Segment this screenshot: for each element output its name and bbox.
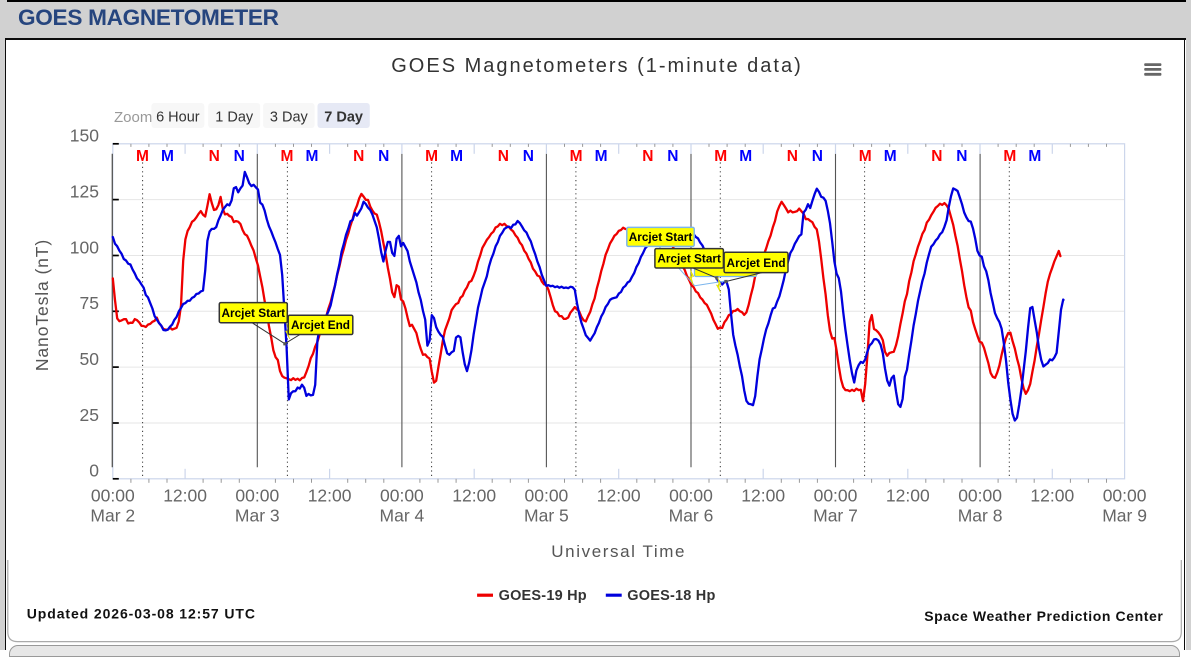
svg-text:3 Day: 3 Day (270, 110, 309, 126)
svg-text:M: M (595, 148, 608, 165)
svg-text:00:00: 00:00 (669, 486, 713, 506)
svg-text:00:00: 00:00 (814, 486, 858, 506)
svg-text:N: N (353, 148, 364, 165)
svg-text:N: N (931, 148, 942, 165)
svg-text:Mar 9: Mar 9 (1102, 506, 1147, 526)
svg-text:N: N (234, 148, 245, 165)
svg-text:N: N (209, 148, 220, 165)
svg-text:00:00: 00:00 (958, 486, 1002, 506)
svg-text:1 Day: 1 Day (215, 110, 254, 126)
svg-text:50: 50 (80, 349, 100, 369)
svg-text:12:00: 12:00 (163, 486, 207, 506)
svg-text:Arcjet Start: Arcjet Start (222, 306, 286, 320)
svg-text:Space Weather Prediction Cente: Space Weather Prediction Center (924, 608, 1163, 624)
svg-text:M: M (425, 148, 438, 165)
svg-text:Arcjet End: Arcjet End (727, 256, 786, 270)
svg-text:150: 150 (70, 126, 99, 146)
svg-text:M: M (450, 148, 463, 165)
svg-text:M: M (136, 148, 149, 165)
svg-text:M: M (1028, 148, 1041, 165)
svg-text:Mar 3: Mar 3 (235, 506, 280, 526)
svg-text:75: 75 (80, 293, 99, 313)
svg-text:M: M (884, 148, 897, 165)
svg-text:00:00: 00:00 (1103, 486, 1147, 506)
svg-text:Zoom: Zoom (114, 109, 152, 126)
svg-text:M: M (859, 148, 872, 165)
svg-text:25: 25 (80, 405, 99, 425)
svg-text:12:00: 12:00 (741, 486, 785, 506)
svg-text:Arcjet Start: Arcjet Start (657, 252, 721, 266)
svg-text:N: N (667, 148, 678, 165)
svg-text:Mar 6: Mar 6 (669, 506, 714, 526)
svg-text:00:00: 00:00 (380, 486, 424, 506)
svg-text:Arcjet End: Arcjet End (291, 318, 350, 332)
svg-text:Mar 7: Mar 7 (813, 506, 858, 526)
svg-text:125: 125 (70, 182, 99, 202)
svg-text:N: N (812, 148, 823, 165)
svg-text:6 Hour: 6 Hour (156, 110, 200, 126)
svg-text:12:00: 12:00 (452, 486, 496, 506)
svg-text:Arcjet Start: Arcjet Start (629, 230, 693, 244)
svg-text:7 Day: 7 Day (324, 110, 363, 126)
svg-text:Mar 4: Mar 4 (380, 506, 425, 526)
svg-text:M: M (739, 148, 752, 165)
svg-text:Mar 2: Mar 2 (90, 506, 135, 526)
svg-text:N: N (787, 148, 798, 165)
svg-text:NanoTesla (nT): NanoTesla (nT) (32, 239, 52, 371)
svg-text:12:00: 12:00 (886, 486, 930, 506)
svg-text:M: M (1003, 148, 1016, 165)
svg-text:M: M (161, 148, 174, 165)
svg-text:GOES-18 Hp: GOES-18 Hp (627, 588, 715, 604)
svg-text:Universal Time: Universal Time (551, 542, 686, 561)
svg-text:N: N (378, 148, 389, 165)
svg-text:M: M (714, 148, 727, 165)
svg-text:12:00: 12:00 (308, 486, 352, 506)
svg-text:Mar 8: Mar 8 (958, 506, 1003, 526)
svg-text:M: M (570, 148, 583, 165)
svg-text:M: M (281, 148, 294, 165)
svg-text:00:00: 00:00 (235, 486, 279, 506)
svg-text:12:00: 12:00 (597, 486, 641, 506)
svg-text:N: N (956, 148, 967, 165)
svg-text:Updated 2026-03-08 12:57 UTC: Updated 2026-03-08 12:57 UTC (27, 606, 256, 622)
svg-text:00:00: 00:00 (91, 486, 135, 506)
svg-text:GOES Magnetometers (1-minute d: GOES Magnetometers (1-minute data) (391, 55, 802, 77)
svg-text:N: N (523, 148, 534, 165)
svg-text:0: 0 (89, 461, 99, 481)
svg-text:N: N (498, 148, 509, 165)
svg-text:GOES-19 Hp: GOES-19 Hp (499, 588, 587, 604)
svg-text:Mar 5: Mar 5 (524, 506, 569, 526)
svg-text:100: 100 (70, 237, 99, 257)
svg-text:00:00: 00:00 (525, 486, 569, 506)
svg-text:12:00: 12:00 (1030, 486, 1074, 506)
svg-text:N: N (642, 148, 653, 165)
svg-text:M: M (306, 148, 319, 165)
